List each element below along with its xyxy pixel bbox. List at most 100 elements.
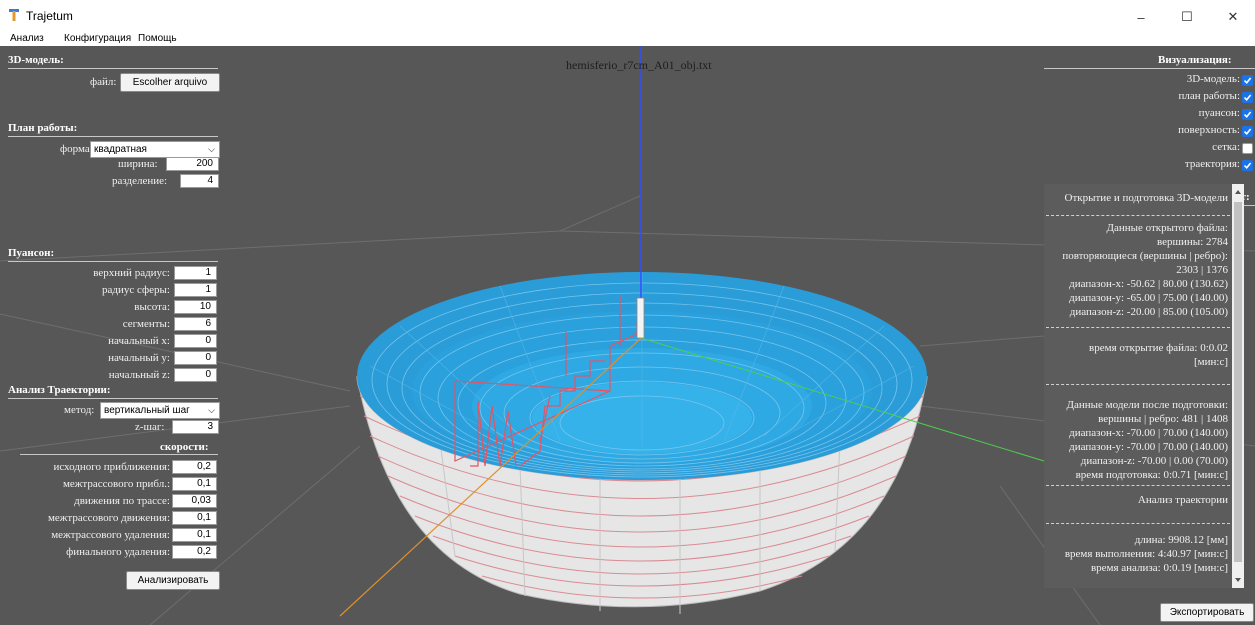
model-heading: 3D-модель: [8,54,64,66]
visualization-divider [1044,68,1255,69]
speed-field-label: движения по трассе: [74,495,170,507]
width-input[interactable]: 200 [166,157,219,171]
speed-field-input[interactable]: 0,03 [172,494,217,508]
report-scrollbar[interactable] [1232,184,1244,588]
speed-field-label: межтрассового движения: [47,512,170,524]
visualization-checkbox[interactable] [1242,92,1253,103]
punch-field-input[interactable]: 0 [174,368,217,382]
visualization-item-label: пуансон: [1198,107,1240,119]
trajectory-divider [8,398,218,399]
punch-field-input[interactable]: 10 [174,300,217,314]
report-line: Данные модели после подготовки: [1066,399,1229,411]
menu-configuration[interactable]: Конфигурация [64,33,132,44]
close-button[interactable]: ✕ [1227,9,1239,24]
report-line: время подготовка: 0:0.71 [мин:с] [1075,469,1228,481]
report-line: длина: 9908.12 [мм] [1134,534,1228,546]
maximize-button[interactable]: ☐ [1181,9,1193,24]
punch-heading: Пуансон: [8,247,55,259]
visualization-item-label: сетка: [1212,141,1240,153]
speed-field-label: межтрассового удаления: [51,529,170,541]
outer-vertical-lines [439,440,841,614]
punch-field-input[interactable]: 6 [174,317,217,331]
trajectory-heading: Анализ Траектории: [8,384,111,396]
report-line: время анализа: 0:0.19 [мин:с] [1090,562,1228,574]
form-select[interactable]: квадратная ⌵ [90,141,220,158]
speed-field-input[interactable]: 0,1 [172,511,217,525]
plan-heading: План работы: [8,122,78,134]
chevron-down-icon: ⌵ [208,144,215,154]
visualization-checkbox[interactable] [1242,75,1253,86]
speed-field-input[interactable]: 0,1 [172,477,217,491]
punch-field-input[interactable]: 1 [174,283,217,297]
report-line: Открытие и подготовка 3D-модели [1064,192,1228,204]
speed-field-input[interactable]: 0,1 [172,528,217,542]
punch-field-input[interactable]: 1 [174,266,217,280]
3d-scene[interactable] [0,46,1255,625]
visualization-checkbox[interactable] [1242,109,1253,120]
visualization-item-label: поверхность: [1178,124,1240,136]
minimize-button[interactable]: – [1137,9,1145,25]
report-line: 2303 | 1376 [1176,264,1228,276]
viewport-title: hemisferio_r7cm_A01_obj.txt [566,58,712,72]
speed-field-label: межтрассового прибл.: [62,478,170,490]
check-icon [1243,111,1252,118]
choose-file-button[interactable]: Escolher arquivo [120,73,220,92]
report-separator [1046,523,1230,524]
punch-field-label: сегменты: [122,318,170,330]
division-label: разделение: [112,175,168,187]
visualization-checkbox[interactable] [1242,143,1253,154]
method-select[interactable]: вертикальный шаг ⌵ [100,402,220,419]
app-icon [9,9,19,21]
width-label: ширина: [118,158,158,170]
report-line: вершины | ребро: 481 | 1408 [1098,413,1228,425]
speeds-heading: скорости: [160,441,209,453]
speed-field-input[interactable]: 0,2 [172,460,217,474]
menu-help[interactable]: Помощь [138,33,177,44]
punch-field-input[interactable]: 0 [174,334,217,348]
report-line: время выполнения: 4:40.97 [мин:с] [1064,548,1228,560]
report-line: вершины: 2784 [1157,236,1228,248]
zstep-label: z-шаг: [135,421,165,433]
visualization-item-label: план работы: [1178,90,1240,102]
model-divider [8,68,218,69]
menu-analysis[interactable]: Анализ [10,33,44,44]
division-input[interactable]: 4 [180,174,219,188]
visualization-checkbox[interactable] [1242,160,1253,171]
check-icon [1243,128,1252,135]
punch-field-label: высота: [134,301,170,313]
analyze-button[interactable]: Анализировать [126,571,220,590]
report-line: повторяющиеся (вершины | ребро): [1062,250,1228,262]
punch-field-label: начальный y: [108,352,170,364]
report-line: Анализ траектории [1137,494,1228,506]
punch-field-input[interactable]: 0 [174,351,217,365]
method-label: метод: [64,404,95,416]
visualization-checkbox[interactable] [1242,126,1253,137]
speed-field-input[interactable]: 0,2 [172,545,217,559]
report-line: диапазон-y: -65.00 | 75.00 (140.00) [1069,292,1228,304]
report-box[interactable]: Открытие и подготовка 3D-модели Данные от… [1044,184,1244,588]
check-icon [1243,162,1252,169]
scroll-down-icon[interactable] [1232,574,1244,586]
export-button[interactable]: Экспортировать [1160,603,1254,622]
report-line: диапазон-z: -20.00 | 85.00 (105.00) [1069,306,1228,318]
plan-divider [8,136,218,137]
window-title: Trajetum [26,9,73,23]
punch-field-label: радиус сферы: [102,284,170,296]
report-separator [1046,485,1230,486]
speeds-divider [20,454,218,455]
x-axis [339,337,642,617]
report-separator [1046,215,1230,216]
report-line: диапазон-x: -50.62 | 80.00 (130.62) [1069,278,1228,290]
report-separator [1046,384,1230,385]
punch-field-label: начальный x: [108,335,170,347]
report-line: диапазон-x: -70.00 | 70.00 (140.00) [1069,427,1228,439]
scroll-up-icon[interactable] [1232,186,1244,198]
title-bar: Trajetum – ☐ ✕ [0,0,1255,32]
report-line: диапазон-y: -70.00 | 70.00 (140.00) [1069,441,1228,453]
zstep-input[interactable]: 3 [172,420,219,434]
report-line: Данные открытого файла: [1106,222,1228,234]
report-separator [1046,327,1230,328]
scroll-thumb[interactable] [1234,202,1242,562]
menu-bar: Анализ Конфигурация Помощь [0,32,1255,46]
visualization-heading: Визуализация: [1158,54,1232,66]
